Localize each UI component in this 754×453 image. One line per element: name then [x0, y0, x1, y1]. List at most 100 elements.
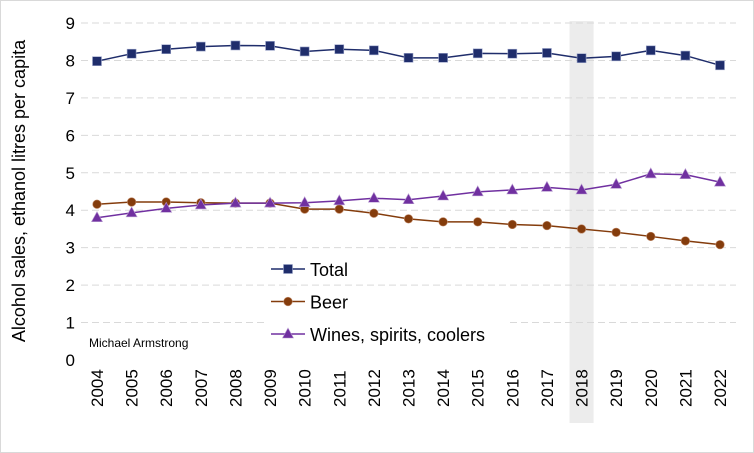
y-axis-label: Alcohol sales, ethanol litres per capita — [9, 39, 29, 342]
legend-label: Beer — [310, 293, 348, 313]
data-point — [369, 45, 379, 56]
x-tick-label: 2012 — [365, 369, 384, 407]
data-point — [264, 196, 277, 208]
legend-marker — [281, 327, 295, 339]
highlight-band-group — [569, 21, 594, 423]
data-point — [402, 193, 415, 205]
x-tick-label: 2021 — [676, 369, 695, 407]
y-tick-label: 9 — [66, 14, 75, 33]
legend-marker — [283, 264, 293, 274]
data-point — [333, 194, 346, 206]
data-point — [611, 227, 621, 237]
data-point — [437, 189, 450, 201]
data-point — [194, 198, 207, 210]
x-tick-label: 2014 — [434, 369, 453, 407]
data-point — [229, 196, 242, 208]
data-point — [92, 199, 102, 209]
data-point — [507, 48, 518, 59]
data-point — [160, 201, 173, 213]
data-point — [90, 211, 104, 223]
data-point — [438, 53, 448, 63]
data-point — [230, 40, 241, 51]
y-tick-label: 5 — [66, 164, 75, 183]
data-point — [367, 191, 380, 203]
data-point — [403, 53, 414, 63]
x-tick-label: 2008 — [226, 369, 245, 407]
data-point — [92, 56, 102, 66]
series-triangle — [90, 167, 727, 223]
legend-label: Total — [310, 260, 348, 280]
data-point — [299, 46, 310, 57]
legend-marker — [283, 296, 293, 307]
data-point — [680, 236, 690, 246]
data-point — [438, 217, 448, 227]
y-tick-label: 1 — [66, 314, 75, 333]
data-point — [540, 180, 553, 192]
y-tick-label: 3 — [66, 239, 75, 258]
data-point — [713, 175, 727, 187]
data-point — [646, 231, 656, 242]
x-tick-label: 2018 — [573, 369, 592, 407]
x-tick-label: 2017 — [538, 369, 557, 407]
x-tick-label: 2019 — [607, 369, 626, 407]
y-tick-label: 7 — [66, 89, 75, 108]
data-point — [403, 214, 414, 224]
data-point — [127, 197, 137, 207]
y-tick-label: 8 — [66, 51, 75, 70]
data-point — [507, 219, 517, 230]
data-point — [369, 208, 379, 218]
y-tick-label: 2 — [66, 276, 75, 295]
data-point — [715, 240, 725, 250]
legend-bg — [267, 289, 507, 316]
data-point — [334, 204, 344, 214]
y-tick-label: 4 — [66, 201, 75, 220]
data-point — [334, 44, 345, 55]
data-point — [576, 53, 587, 63]
data-point — [679, 168, 692, 179]
series-group — [90, 40, 727, 250]
x-tick-label: 2013 — [400, 369, 419, 407]
legend-label: Wines, spirits, coolers — [310, 325, 485, 345]
data-point — [576, 224, 587, 234]
x-tick-label: 2010 — [296, 369, 315, 407]
highlight-band — [569, 21, 594, 423]
data-point — [575, 183, 588, 195]
data-point — [472, 48, 483, 59]
x-tick-label: 2020 — [642, 369, 661, 407]
x-tick-label: 2022 — [711, 369, 730, 407]
legend-bg — [267, 257, 507, 283]
x-tick-label: 2007 — [192, 369, 211, 407]
x-tick-label: 2015 — [469, 369, 488, 407]
data-point — [125, 206, 138, 218]
x-tick-label: 2005 — [123, 369, 142, 407]
author-annotation: Michael Armstrong — [89, 336, 188, 350]
legend: Total Beer Wines, spirits, coolers — [267, 257, 507, 348]
x-tick-label: 2006 — [157, 369, 176, 407]
gridlines — [81, 22, 736, 324]
data-point — [265, 41, 275, 51]
data-point — [610, 177, 623, 189]
data-point — [506, 183, 519, 195]
y-tick-label: 0 — [66, 351, 75, 370]
series-square — [92, 40, 725, 71]
data-point — [126, 48, 137, 59]
x-tick-label: 2009 — [261, 369, 280, 407]
x-tick-label: 2004 — [88, 369, 107, 407]
data-point — [471, 185, 484, 197]
data-point — [611, 51, 621, 62]
data-point — [542, 48, 552, 58]
data-point — [680, 50, 691, 61]
legend-bg — [267, 322, 507, 348]
data-point — [196, 41, 206, 52]
x-tick-label: 2011 — [330, 370, 349, 407]
data-point — [298, 196, 311, 208]
x-tick-label: 2016 — [503, 369, 522, 407]
data-point — [644, 167, 657, 179]
y-tick-label: 6 — [66, 126, 75, 145]
data-point — [473, 217, 483, 227]
series-circle — [92, 197, 725, 250]
x-tick-labels: 2004 2005 2006 2007 2008 2009 2010 2011 2012 2013… — [88, 369, 730, 407]
data-point — [161, 44, 172, 55]
